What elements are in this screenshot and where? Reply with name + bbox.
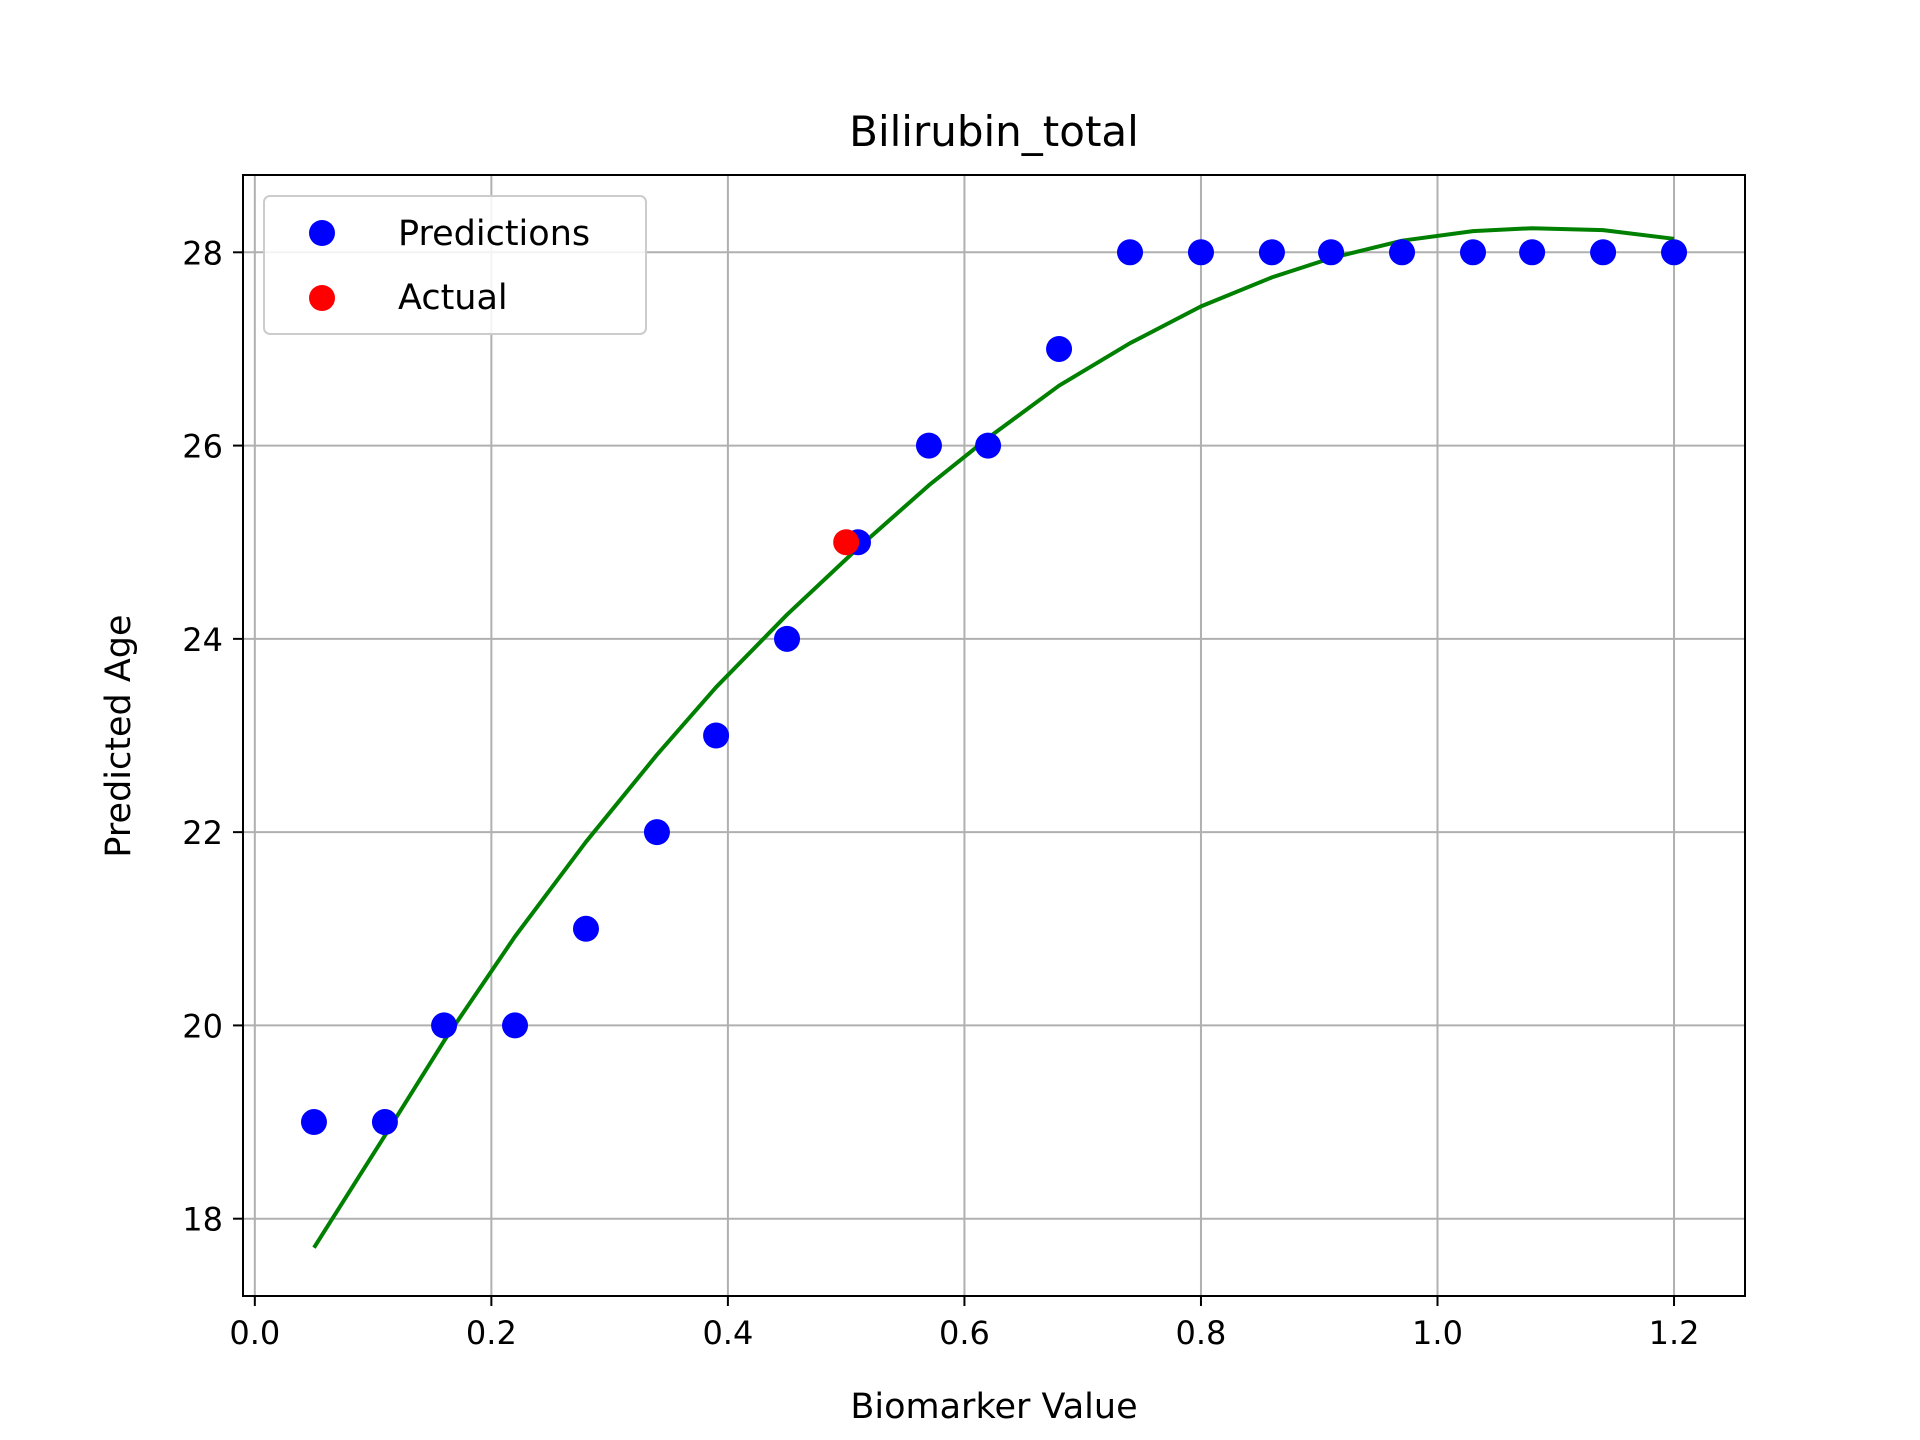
y-tick-label: 20 bbox=[182, 1007, 223, 1045]
predictions-point bbox=[1117, 239, 1144, 266]
y-tick-label: 24 bbox=[182, 621, 223, 659]
x-tick-label: 0.0 bbox=[229, 1314, 280, 1352]
y-tick-label: 26 bbox=[182, 428, 223, 466]
y-axis-label: Predicted Age bbox=[99, 614, 139, 857]
predictions-point bbox=[1459, 239, 1486, 266]
legend-box bbox=[263, 195, 647, 335]
predictions-point bbox=[774, 625, 801, 652]
predictions-point bbox=[502, 1012, 529, 1039]
x-tick-label: 0.8 bbox=[1176, 1314, 1227, 1352]
x-tick-label: 1.0 bbox=[1412, 1314, 1463, 1352]
predictions-point bbox=[300, 1109, 327, 1136]
y-tick-label: 18 bbox=[182, 1201, 223, 1239]
predictions-point bbox=[1187, 239, 1214, 266]
predictions-point bbox=[975, 432, 1002, 459]
y-tick-label: 22 bbox=[182, 814, 223, 852]
x-tick-label: 0.4 bbox=[702, 1314, 753, 1352]
ticks-layer: 0.0 0.2 0.4 0.6 0.8 1.0 1.2 18 20 22 24 26 28 bbox=[182, 234, 1699, 1352]
y-tick-label: 28 bbox=[182, 234, 223, 272]
legend: Predictions Actual bbox=[263, 195, 647, 335]
legend-marker-predictions bbox=[309, 220, 335, 246]
predictions-point bbox=[431, 1012, 458, 1039]
chart-title: Bilirubin_total bbox=[849, 107, 1139, 156]
points-layer bbox=[300, 239, 1688, 1136]
x-tick-label: 1.2 bbox=[1649, 1314, 1700, 1352]
predictions-point bbox=[643, 819, 670, 846]
legend-label-predictions: Predictions bbox=[398, 214, 590, 254]
legend-marker-actual bbox=[309, 285, 335, 311]
x-axis-label: Biomarker Value bbox=[850, 1387, 1137, 1427]
predictions-point bbox=[1258, 239, 1285, 266]
axes-frame bbox=[242, 174, 1746, 1297]
predictions-point bbox=[703, 722, 730, 749]
actual-point bbox=[833, 529, 860, 556]
legend-label-actual: Actual bbox=[398, 278, 508, 318]
predictions-point bbox=[1590, 239, 1617, 266]
predictions-point bbox=[1318, 239, 1345, 266]
x-tick-label: 0.6 bbox=[939, 1314, 990, 1352]
predictions-point bbox=[915, 432, 942, 459]
predictions-point bbox=[1046, 335, 1073, 362]
predictions-point bbox=[371, 1109, 398, 1136]
x-tick-label: 0.2 bbox=[466, 1314, 517, 1352]
predictions-point bbox=[1389, 239, 1416, 266]
predictions-point bbox=[1661, 239, 1688, 266]
predictions-point bbox=[572, 915, 599, 942]
predictions-point bbox=[1519, 239, 1546, 266]
